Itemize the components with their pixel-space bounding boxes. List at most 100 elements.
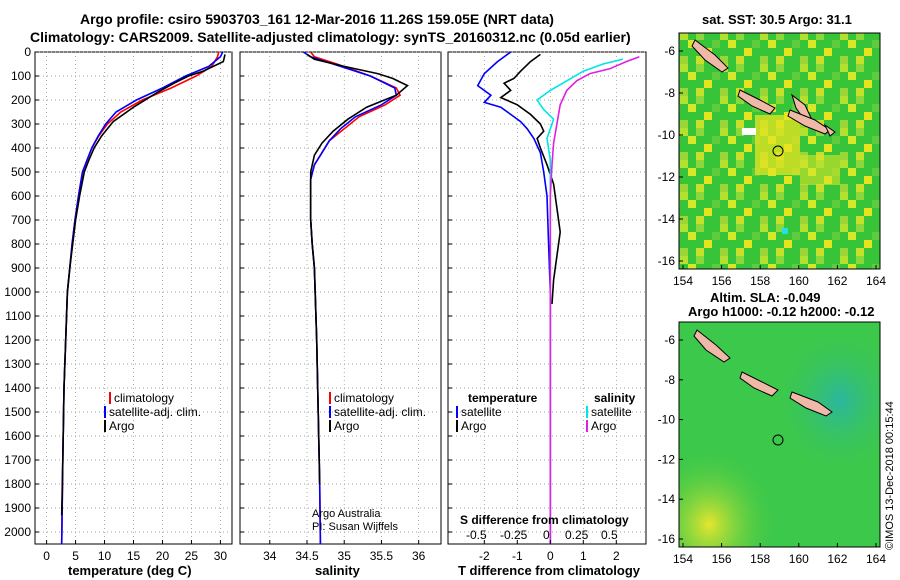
map-ytick-label: -16	[658, 532, 676, 546]
difference-xlabel: T difference from climatology	[458, 563, 641, 578]
sst-map-title: sat. SST: 30.5 Argo: 31.1	[702, 12, 852, 27]
ytick-label: 1800	[4, 477, 31, 491]
map-ytick-label: -14	[658, 212, 676, 226]
legend-header-temperature: temperature	[468, 391, 538, 405]
legend-label-temp-satellite: satellite	[461, 405, 502, 419]
series-line-climatology	[60, 52, 220, 544]
ytick-label: 1500	[4, 405, 31, 419]
xtick-label: 2	[613, 549, 620, 563]
legend-marker-satellite	[104, 406, 106, 418]
note-argo-australia: Argo Australia	[312, 508, 381, 520]
sst-map-frame	[678, 32, 881, 270]
ytick-label: 500	[11, 165, 31, 179]
ytick-label: 200	[11, 93, 31, 107]
note-pi: PI: Susan Wijffels	[312, 521, 398, 533]
map-xtick-label: 164	[866, 274, 886, 288]
legend-label-climatology: climatology	[114, 391, 174, 405]
ytick-label: 1200	[4, 333, 31, 347]
difference-legend: temperature salinity satellite Argo sate…	[456, 391, 636, 433]
map-xtick-label: 162	[827, 274, 847, 288]
map-ytick-label: -16	[658, 254, 676, 268]
legend-label-argo: Argo	[334, 419, 360, 433]
s-tick-5: 0.5	[601, 528, 618, 542]
temperature-xlabel: temperature (deg C)	[68, 563, 192, 578]
temperature-panel: 0 5 10 15 20 25 30 0 100 200 300 400 500 600 700 800 90…	[4, 45, 233, 578]
title-line-1: Argo profile: csiro 5903703_161 12-Mar-2…	[80, 11, 554, 27]
sst-warm-patch-2	[800, 155, 840, 185]
legend-header-salinity: salinity	[594, 391, 636, 405]
xtick-label: -2	[479, 549, 490, 563]
xtick-label: 25	[185, 549, 199, 563]
sla-argo-location-marker	[772, 434, 784, 446]
legend-label-temp-argo: Argo	[461, 419, 487, 433]
series-line-satellite-adj-clim-	[302, 52, 398, 544]
ytick-label: 1000	[4, 285, 31, 299]
xtick-label: 34	[263, 549, 277, 563]
s-difference-label: S difference from climatology	[460, 513, 629, 527]
sla-map-title-1: Altim. SLA: -0.049	[710, 290, 821, 305]
map-ytick-label: -10	[658, 413, 676, 427]
depth-yticks: 0 100 200 300 400 500 600 700 800 900 1000 1100 1200…	[4, 45, 31, 539]
xtick-label: 35.5	[370, 549, 394, 563]
s-difference-ticks: -0.5 -0.25 0 0.25 0.5	[466, 528, 618, 542]
map-xtick-label: 160	[789, 274, 809, 288]
map-ytick-label: -10	[658, 128, 676, 142]
temperature-axes-frame	[34, 51, 233, 545]
series-line-argo	[306, 53, 409, 485]
sst-island-small	[823, 123, 836, 137]
sla-island-nw	[693, 329, 731, 363]
salinity-xticks: 34 34.5 35 35.5 36	[263, 540, 426, 563]
temperature-grid	[35, 51, 232, 544]
legend-marker-sal-argo	[586, 420, 588, 432]
temperature-legend: climatology satellite-adj. clim. Argo	[104, 391, 201, 433]
s-tick-1: -0.5	[466, 528, 487, 542]
xtick-label: 0	[43, 549, 50, 563]
map-xtick-label: 158	[750, 552, 770, 566]
title-line-2: Climatology: CARS2009. Satellite-adjuste…	[30, 29, 631, 45]
xtick-label: 30	[214, 549, 228, 563]
map-ytick-label: -6	[664, 333, 675, 347]
legend-marker-argo	[329, 420, 331, 432]
ytick-label: 600	[11, 189, 31, 203]
ytick-label: 0	[24, 45, 31, 59]
salinity-grid	[240, 51, 441, 544]
s-tick-2: -0.25	[500, 528, 528, 542]
sst-white-pixel	[742, 128, 756, 135]
ytick-label: 100	[11, 69, 31, 83]
map-xtick-label: 158	[750, 274, 770, 288]
salinity-series	[302, 52, 409, 544]
sst-map-ticks: 154 156 158 160 162 164 -6 -8 -10 -12 -14 -16	[658, 44, 887, 288]
legend-marker-temp-satellite	[456, 406, 458, 418]
series-line-satellite-adj-clim-	[60, 52, 224, 544]
sla-map-title-2: Argo h1000: -0.12 h2000: -0.12	[688, 304, 874, 319]
ytick-label: 1600	[4, 429, 31, 443]
salinity-panel: 34 34.5 35 35.5 36 salinity climatology sate…	[239, 51, 442, 578]
sla-map-panel: Altim. SLA: -0.049 Argo h1000: -0.12 h20…	[658, 290, 887, 566]
sst-warm-patch	[755, 115, 800, 175]
xtick-label: 20	[156, 549, 170, 563]
legend-label-sal-argo: Argo	[591, 419, 617, 433]
sst-island-nw	[691, 39, 729, 73]
sst-island-guadalcanal	[737, 89, 776, 115]
sst-argo-location-marker	[772, 145, 784, 157]
xtick-label: 35	[338, 549, 352, 563]
sla-teal-region	[679, 322, 880, 547]
ytick-label: 700	[11, 213, 31, 227]
legend-marker-climatology	[109, 392, 111, 404]
xtick-label: 36	[412, 549, 426, 563]
sst-map-panel: sat. SST: 30.5 Argo: 31.1 154 156 158 160 16…	[658, 12, 887, 288]
sla-island-guadalcanal	[739, 371, 779, 397]
ytick-label: 2000	[4, 525, 31, 539]
legend-label-argo: Argo	[109, 419, 135, 433]
legend-marker-satellite	[329, 406, 331, 418]
ytick-label: 300	[11, 117, 31, 131]
legend-marker-temp-argo	[456, 420, 458, 432]
map-xtick-label: 164	[866, 552, 886, 566]
legend-label-sal-satellite: satellite	[591, 405, 632, 419]
temperature-xticks: 0 5 10 15 20 25 30	[43, 540, 227, 563]
ytick-label: 1700	[4, 453, 31, 467]
map-ytick-label: -12	[658, 170, 676, 184]
ytick-label: 1400	[4, 381, 31, 395]
series-line-temperature-argo	[499, 53, 562, 305]
